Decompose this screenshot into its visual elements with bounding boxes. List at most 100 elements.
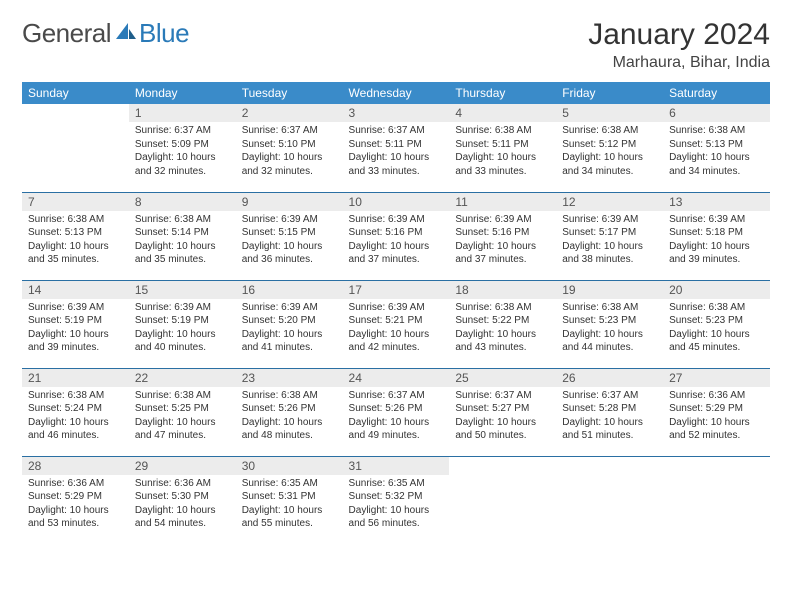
daylight-text: Daylight: 10 hours and 46 minutes. [28,416,123,443]
calendar-day-cell: 23Sunrise: 6:38 AMSunset: 5:26 PMDayligh… [236,368,343,456]
day-number: 4 [449,104,556,122]
calendar-day-cell: 13Sunrise: 6:39 AMSunset: 5:18 PMDayligh… [663,192,770,280]
daylight-text: Daylight: 10 hours and 44 minutes. [562,328,657,355]
sunset-text: Sunset: 5:26 PM [349,402,444,416]
day-details: Sunrise: 6:39 AMSunset: 5:20 PMDaylight:… [236,299,343,359]
day-details: Sunrise: 6:39 AMSunset: 5:19 PMDaylight:… [129,299,236,359]
daylight-text: Daylight: 10 hours and 38 minutes. [562,240,657,267]
sunset-text: Sunset: 5:27 PM [455,402,550,416]
sunrise-text: Sunrise: 6:39 AM [135,301,230,315]
calendar-day-cell: 31Sunrise: 6:35 AMSunset: 5:32 PMDayligh… [343,456,450,544]
weekday-header-row: Sunday Monday Tuesday Wednesday Thursday… [22,82,770,104]
day-number: 9 [236,193,343,211]
calendar-day-cell: . [556,456,663,544]
calendar-week-row: 7Sunrise: 6:38 AMSunset: 5:13 PMDaylight… [22,192,770,280]
day-number: 11 [449,193,556,211]
daylight-text: Daylight: 10 hours and 56 minutes. [349,504,444,531]
sunrise-text: Sunrise: 6:39 AM [28,301,123,315]
calendar-day-cell: 19Sunrise: 6:38 AMSunset: 5:23 PMDayligh… [556,280,663,368]
daylight-text: Daylight: 10 hours and 37 minutes. [455,240,550,267]
calendar-day-cell: 27Sunrise: 6:36 AMSunset: 5:29 PMDayligh… [663,368,770,456]
day-details: Sunrise: 6:39 AMSunset: 5:16 PMDaylight:… [449,211,556,271]
month-title: January 2024 [588,18,770,52]
sunrise-text: Sunrise: 6:37 AM [562,389,657,403]
day-details: Sunrise: 6:39 AMSunset: 5:17 PMDaylight:… [556,211,663,271]
daylight-text: Daylight: 10 hours and 39 minutes. [28,328,123,355]
calendar-day-cell: 6Sunrise: 6:38 AMSunset: 5:13 PMDaylight… [663,104,770,192]
daylight-text: Daylight: 10 hours and 33 minutes. [349,151,444,178]
day-number: 18 [449,281,556,299]
day-details: Sunrise: 6:38 AMSunset: 5:25 PMDaylight:… [129,387,236,447]
calendar-day-cell: 21Sunrise: 6:38 AMSunset: 5:24 PMDayligh… [22,368,129,456]
day-details: Sunrise: 6:38 AMSunset: 5:26 PMDaylight:… [236,387,343,447]
day-details: Sunrise: 6:39 AMSunset: 5:18 PMDaylight:… [663,211,770,271]
day-number: 14 [22,281,129,299]
sunset-text: Sunset: 5:29 PM [669,402,764,416]
calendar-day-cell: 16Sunrise: 6:39 AMSunset: 5:20 PMDayligh… [236,280,343,368]
sunset-text: Sunset: 5:13 PM [28,226,123,240]
daylight-text: Daylight: 10 hours and 32 minutes. [135,151,230,178]
sunset-text: Sunset: 5:29 PM [28,490,123,504]
sunrise-text: Sunrise: 6:39 AM [242,213,337,227]
sunset-text: Sunset: 5:15 PM [242,226,337,240]
header-bar: General Blue January 2024 Marhaura, Biha… [22,18,770,72]
calendar-day-cell: 15Sunrise: 6:39 AMSunset: 5:19 PMDayligh… [129,280,236,368]
sunrise-text: Sunrise: 6:38 AM [28,213,123,227]
daylight-text: Daylight: 10 hours and 47 minutes. [135,416,230,443]
day-details: Sunrise: 6:37 AMSunset: 5:26 PMDaylight:… [343,387,450,447]
sunrise-text: Sunrise: 6:37 AM [135,124,230,138]
daylight-text: Daylight: 10 hours and 34 minutes. [562,151,657,178]
sunrise-text: Sunrise: 6:39 AM [349,301,444,315]
calendar-day-cell: 9Sunrise: 6:39 AMSunset: 5:15 PMDaylight… [236,192,343,280]
day-details: Sunrise: 6:39 AMSunset: 5:15 PMDaylight:… [236,211,343,271]
sunset-text: Sunset: 5:14 PM [135,226,230,240]
sunset-text: Sunset: 5:19 PM [28,314,123,328]
day-details: Sunrise: 6:39 AMSunset: 5:16 PMDaylight:… [343,211,450,271]
daylight-text: Daylight: 10 hours and 35 minutes. [135,240,230,267]
sunrise-text: Sunrise: 6:39 AM [562,213,657,227]
day-number: 26 [556,369,663,387]
title-block: January 2024 Marhaura, Bihar, India [588,18,770,72]
day-number: 23 [236,369,343,387]
daylight-text: Daylight: 10 hours and 45 minutes. [669,328,764,355]
sunrise-text: Sunrise: 6:39 AM [455,213,550,227]
sunset-text: Sunset: 5:30 PM [135,490,230,504]
day-details: Sunrise: 6:38 AMSunset: 5:12 PMDaylight:… [556,122,663,182]
sunset-text: Sunset: 5:12 PM [562,138,657,152]
calendar-day-cell: 10Sunrise: 6:39 AMSunset: 5:16 PMDayligh… [343,192,450,280]
daylight-text: Daylight: 10 hours and 54 minutes. [135,504,230,531]
daylight-text: Daylight: 10 hours and 43 minutes. [455,328,550,355]
day-number: 3 [343,104,450,122]
calendar-week-row: 21Sunrise: 6:38 AMSunset: 5:24 PMDayligh… [22,368,770,456]
calendar-table: Sunday Monday Tuesday Wednesday Thursday… [22,82,770,544]
calendar-week-row: .1Sunrise: 6:37 AMSunset: 5:09 PMDayligh… [22,104,770,192]
sunset-text: Sunset: 5:09 PM [135,138,230,152]
daylight-text: Daylight: 10 hours and 34 minutes. [669,151,764,178]
calendar-day-cell: 1Sunrise: 6:37 AMSunset: 5:09 PMDaylight… [129,104,236,192]
sunrise-text: Sunrise: 6:37 AM [349,389,444,403]
sunset-text: Sunset: 5:22 PM [455,314,550,328]
calendar-week-row: 28Sunrise: 6:36 AMSunset: 5:29 PMDayligh… [22,456,770,544]
sunrise-text: Sunrise: 6:39 AM [242,301,337,315]
calendar-day-cell: 30Sunrise: 6:35 AMSunset: 5:31 PMDayligh… [236,456,343,544]
sunrise-text: Sunrise: 6:38 AM [135,389,230,403]
calendar-day-cell: 4Sunrise: 6:38 AMSunset: 5:11 PMDaylight… [449,104,556,192]
sunset-text: Sunset: 5:13 PM [669,138,764,152]
day-details: Sunrise: 6:35 AMSunset: 5:32 PMDaylight:… [343,475,450,535]
sunset-text: Sunset: 5:23 PM [669,314,764,328]
sunset-text: Sunset: 5:11 PM [455,138,550,152]
brand-sail-icon [115,21,137,46]
weekday-header: Saturday [663,82,770,104]
day-number: 25 [449,369,556,387]
sunset-text: Sunset: 5:25 PM [135,402,230,416]
daylight-text: Daylight: 10 hours and 37 minutes. [349,240,444,267]
sunrise-text: Sunrise: 6:38 AM [28,389,123,403]
day-number: 12 [556,193,663,211]
calendar-day-cell: 29Sunrise: 6:36 AMSunset: 5:30 PMDayligh… [129,456,236,544]
weekday-header: Tuesday [236,82,343,104]
day-details: Sunrise: 6:38 AMSunset: 5:14 PMDaylight:… [129,211,236,271]
sunset-text: Sunset: 5:32 PM [349,490,444,504]
daylight-text: Daylight: 10 hours and 52 minutes. [669,416,764,443]
weekday-header: Wednesday [343,82,450,104]
day-number: 16 [236,281,343,299]
